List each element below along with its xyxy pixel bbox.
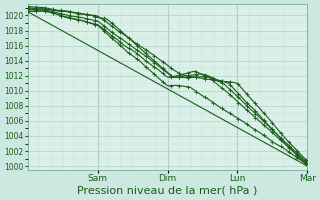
X-axis label: Pression niveau de la mer( hPa ): Pression niveau de la mer( hPa ) (77, 186, 258, 196)
